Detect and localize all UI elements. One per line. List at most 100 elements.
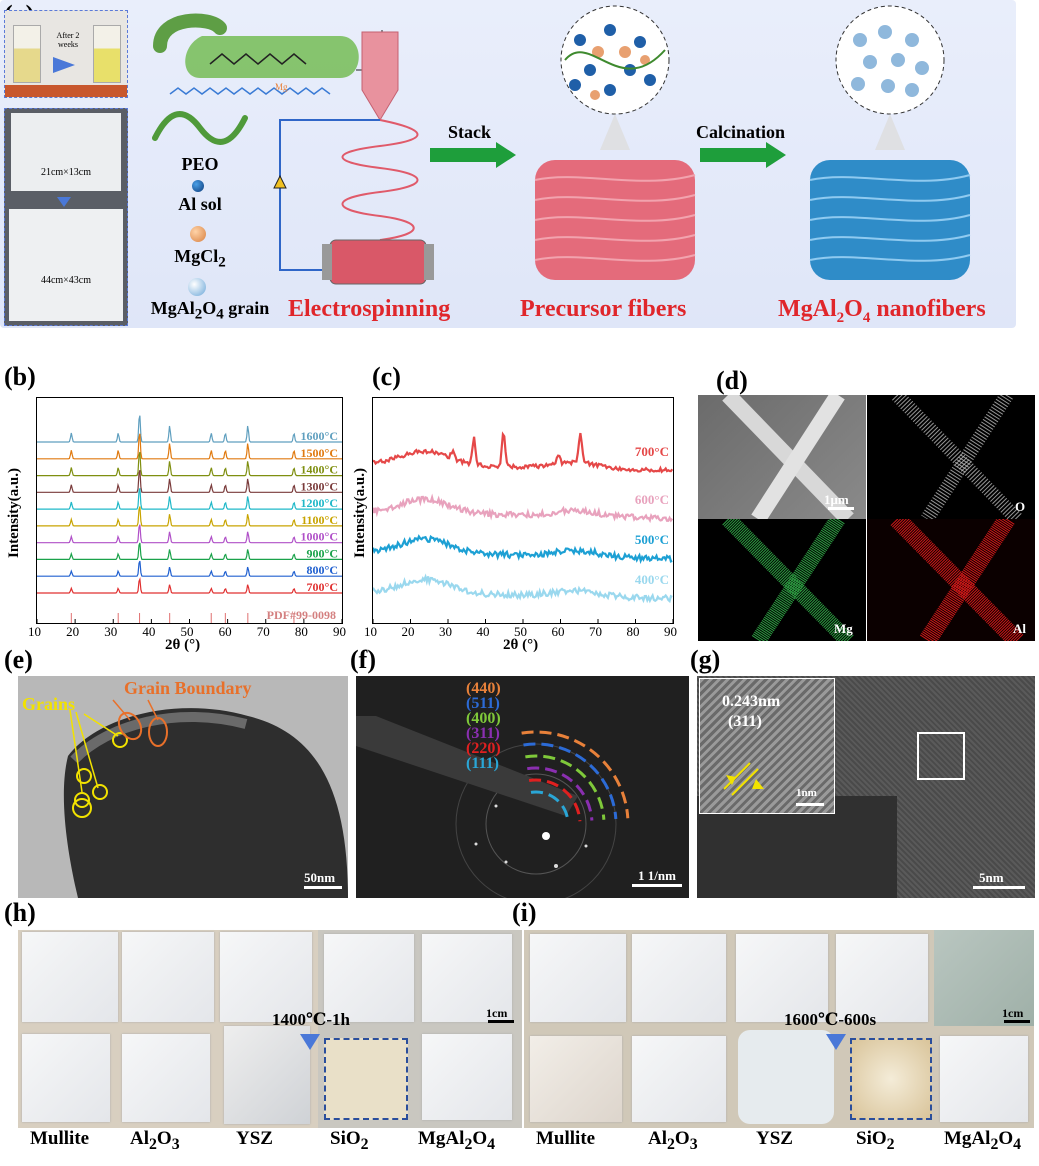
polymer-chain-illustration bbox=[153, 13, 359, 95]
small-sheet bbox=[11, 113, 121, 191]
x-tick-label: 70 bbox=[256, 624, 270, 639]
series-label: 1000°C bbox=[301, 530, 338, 544]
photo-base bbox=[5, 85, 127, 97]
series-line bbox=[37, 415, 342, 443]
series-line bbox=[371, 534, 673, 565]
label-mgal2o4-h: MgAl2O4 bbox=[418, 1128, 496, 1153]
x-tick-label: 20 bbox=[401, 624, 415, 639]
stack-arrow bbox=[430, 148, 498, 162]
calcination-arrow-head bbox=[766, 142, 786, 168]
sheet-mgal2o4-after bbox=[940, 1036, 1028, 1122]
large-sheet bbox=[9, 209, 123, 321]
sem-image: 1μm bbox=[698, 395, 866, 519]
label-sio2-h: SiO2 bbox=[330, 1128, 369, 1153]
vial-left bbox=[13, 25, 41, 83]
series-label: 600°C bbox=[635, 492, 669, 507]
x-tick-label: 10 bbox=[28, 624, 41, 639]
label-sio2-i: SiO2 bbox=[856, 1128, 895, 1153]
legend-al-sol: Al sol bbox=[178, 194, 222, 214]
sheet-mullite-after bbox=[22, 1034, 110, 1122]
condition-label: 1600℃-600s bbox=[784, 1010, 877, 1029]
scale-bar bbox=[828, 507, 854, 510]
plane-label: (311) bbox=[728, 713, 762, 730]
arrow-down-icon bbox=[300, 1034, 320, 1050]
x-tick-label: 70 bbox=[589, 624, 602, 639]
panel-label-c: (c) bbox=[372, 362, 401, 391]
sheet-al2o3-after bbox=[122, 1034, 210, 1122]
ring-label: (220) bbox=[466, 740, 501, 757]
chart-b-ylabel: Intensity(a.u.) bbox=[6, 467, 22, 558]
mgcl2-icon bbox=[190, 226, 206, 242]
series-label: 1400°C bbox=[301, 463, 338, 477]
x-tick-label: 50 bbox=[514, 624, 527, 639]
x-tick-label: 80 bbox=[626, 624, 640, 639]
sheet-mullite-before bbox=[22, 932, 118, 1022]
sheet-mgal2o4-after bbox=[422, 1034, 512, 1120]
sol-photo: After 2 weeks bbox=[4, 10, 128, 98]
stack-label: Stack bbox=[448, 122, 492, 142]
sheet-mgal2o4-before bbox=[934, 930, 1034, 1026]
electrospinning-label: Electrospinning bbox=[288, 296, 451, 322]
schematic-panel: After 2 weeks 21cm×13cm 44cm×43cm Mg PEO… bbox=[0, 0, 1016, 328]
eds-mg-label: Mg bbox=[834, 621, 853, 636]
x-tick-label: 40 bbox=[142, 624, 156, 639]
diffraction-ring bbox=[521, 730, 630, 819]
photo-i: 1600℃-600s 1cm bbox=[524, 930, 1034, 1128]
label-mgal2o4-i: MgAl2O4 bbox=[944, 1128, 1022, 1153]
scale-bar bbox=[1004, 1020, 1030, 1023]
precursor-fibers-label: Precursor fibers bbox=[520, 296, 687, 322]
grains-label: Grains bbox=[22, 694, 76, 714]
legend-mgal2o4-grain: MgAl2O4 grain bbox=[150, 298, 270, 323]
inset-scale-bar bbox=[796, 803, 824, 806]
x-tick-label: 40 bbox=[476, 624, 490, 639]
eds-mg-map: Mg bbox=[698, 519, 866, 641]
diffraction-ring bbox=[527, 766, 594, 821]
series-label: 1200°C bbox=[301, 496, 338, 510]
sheet-sio2-before bbox=[324, 934, 414, 1022]
legend-mgcl2: MgCl2 bbox=[174, 246, 226, 271]
nanofibers-illustration bbox=[809, 5, 971, 280]
al-sol-icon bbox=[192, 180, 204, 192]
x-tick-label: 30 bbox=[439, 624, 452, 639]
series-label: 700°C bbox=[635, 444, 669, 459]
xrd-chart-c: 700°C 600°C 500°C 400°C bbox=[371, 431, 674, 623]
mgal2o4-grain-icon bbox=[188, 278, 206, 296]
label-al2o3-h: Al2O3 bbox=[130, 1128, 180, 1153]
x-tick-label: 10 bbox=[364, 624, 377, 639]
scale-label: 1μm bbox=[824, 492, 849, 507]
nanofibers-label: MgAl2O4 nanofibers bbox=[778, 296, 986, 326]
chart-c-ylabel: Intensity(a.u.) bbox=[352, 467, 368, 558]
zoom-box bbox=[917, 732, 965, 780]
x-tick-label: 90 bbox=[664, 624, 677, 639]
panel-label-d: (d) bbox=[716, 366, 748, 395]
series-line bbox=[37, 506, 342, 527]
sheet-photos: 21cm×13cm 44cm×43cm bbox=[4, 108, 128, 326]
sheet-ysz-after bbox=[738, 1030, 834, 1124]
grain-boundary-label: Grain Boundary bbox=[124, 678, 252, 698]
scale-bar bbox=[632, 884, 682, 887]
ring-label: (511) bbox=[466, 695, 500, 712]
series-line bbox=[372, 573, 673, 604]
sheet-sio2-after bbox=[850, 1038, 932, 1120]
scale-label: 1 1/nm bbox=[638, 868, 676, 883]
x-tick-label: 20 bbox=[66, 624, 80, 639]
ring-label: (311) bbox=[466, 725, 500, 742]
reference-label: PDF#99-0098 bbox=[267, 608, 336, 622]
sheet-mullite-after bbox=[530, 1036, 622, 1122]
calcination-label: Calcination bbox=[696, 122, 786, 142]
diffraction-ring bbox=[523, 742, 618, 820]
large-sheet-size: 44cm×43cm bbox=[40, 275, 92, 286]
chart-b-xlabel: 2θ (°) bbox=[165, 637, 201, 653]
series-label: 1600°C bbox=[301, 429, 338, 443]
scale-bar bbox=[304, 886, 342, 889]
eds-al-label: Al bbox=[1013, 621, 1026, 636]
sheet-al2o3-after bbox=[632, 1036, 726, 1122]
scale-bar bbox=[973, 886, 1025, 889]
legend-peo: PEO bbox=[181, 154, 219, 174]
series-line bbox=[37, 433, 342, 460]
series-label: 1100°C bbox=[301, 513, 338, 527]
small-sheet-size: 21cm×13cm bbox=[40, 167, 92, 178]
series-label: 700°C bbox=[307, 580, 338, 594]
vial-right bbox=[93, 25, 121, 83]
label-mullite-h: Mullite bbox=[30, 1128, 90, 1149]
